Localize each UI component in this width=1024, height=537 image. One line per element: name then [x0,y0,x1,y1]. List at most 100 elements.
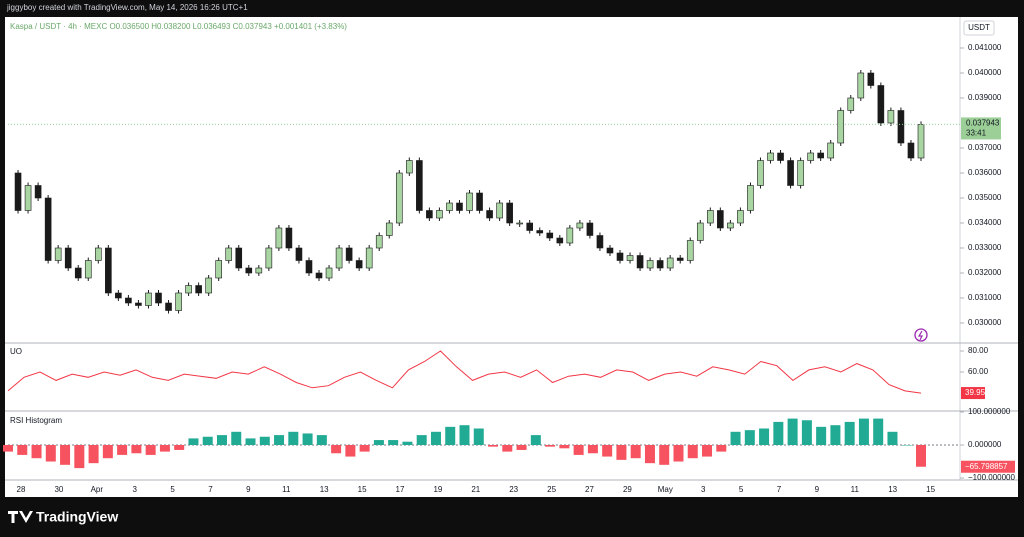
histogram-bar [744,430,755,446]
candle-body [94,247,102,261]
x-tick-label: 15 [926,485,935,494]
candle-body [626,255,634,261]
candle-body [887,110,895,124]
x-tick-label: 23 [509,485,518,494]
candle-body [656,260,664,269]
candle-body [14,172,22,211]
candle-body [526,222,534,231]
histogram-bar [488,445,499,447]
histogram-bar [131,445,142,454]
currency: USDT [968,23,990,32]
histogram-bar [473,428,484,446]
candle-body [737,210,744,224]
currency-box[interactable] [963,20,995,36]
candle-body [676,257,684,261]
candle-body [175,292,182,311]
y-tick-label: 0.037000 [968,143,1002,152]
uo-title: UO [10,347,22,356]
candle-body [34,185,42,199]
histogram-bar [416,435,427,446]
candle-body [827,142,835,159]
histogram-bar [45,445,56,462]
candle-body [847,97,855,111]
candle-body [44,197,52,261]
candle-body [546,232,554,239]
histogram-bar [844,421,855,446]
x-tick-label: 17 [396,485,405,494]
x-tick-label: 3 [701,485,706,494]
candle-body [877,85,885,124]
candle-body [837,110,845,144]
candle-body [566,227,574,244]
candle-body [84,260,92,279]
last-price-label: 0.037943 [966,119,1000,128]
x-tick-label: 19 [433,485,442,494]
x-tick-label: 9 [246,485,251,494]
histogram-bar [159,445,170,452]
y-tick-label: 0.041000 [968,43,1002,52]
x-tick-label: 13 [320,485,329,494]
histogram-bar [216,435,227,446]
y-tick-label: −100.000000 [968,473,1015,482]
candle-body [335,247,343,269]
histogram-bar [74,445,85,469]
candle-body [897,110,905,144]
y-tick-label: 80.00 [968,346,989,355]
histogram-bar [388,440,399,446]
histogram-bar [3,445,13,452]
y-tick-label: 0.034000 [968,218,1002,227]
candle-body [797,160,804,186]
x-tick-label: 7 [208,485,213,494]
histogram-bar [716,445,727,452]
histogram-bar [459,425,470,446]
candle-body [135,302,142,306]
histogram-bar [901,445,912,446]
x-tick-label: 29 [623,485,632,494]
candle-body [556,237,564,244]
candle-body [727,222,734,229]
histogram-bar [858,418,869,446]
candle-body [355,260,363,269]
candle-body [646,260,654,269]
x-tick-label: 30 [54,485,63,494]
candle-body [195,285,202,294]
candle-body [616,252,624,261]
x-tick-label: 27 [585,485,594,494]
x-tick-label: 25 [547,485,556,494]
candle-body [315,272,323,279]
candle-body [707,210,714,224]
candle-body [275,227,283,249]
candle-body [867,72,875,86]
y-tick-label: 60.00 [968,367,989,376]
candle-body [205,277,212,294]
last-value-box [961,387,985,400]
candle-body [476,192,483,211]
candle-body [486,210,493,219]
candle-body [636,255,644,269]
histogram-bar [659,445,670,465]
histogram-bar [88,445,99,464]
histogram-bar [887,431,898,446]
y-tick-label: 0.036000 [968,168,1002,177]
histogram-bar [231,431,242,446]
candle-body [747,185,754,211]
x-tick-label: 21 [471,485,480,494]
candle-body [506,202,513,224]
y-tick-label: 0.040000 [968,68,1002,77]
histogram-bar [288,431,299,446]
histogram-bar [687,445,698,459]
candle-body [155,292,162,304]
x-tick-label: 9 [815,485,820,494]
candle-body [375,235,383,249]
countdown: 33:41 [966,129,987,138]
candle-body [406,160,413,174]
last-value-label: −65.798857 [965,462,1008,471]
brand[interactable]: TradingView [36,509,118,525]
alert-icon[interactable] [914,328,928,342]
y-tick-label: 100.000000 [968,407,1011,416]
candle-body [54,247,62,261]
histogram-bar [17,445,28,455]
candle-body [64,247,72,269]
candle-body [586,222,594,236]
